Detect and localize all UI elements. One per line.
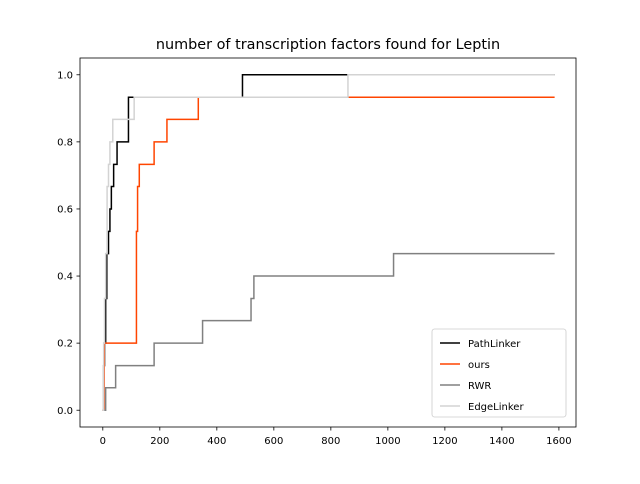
series-line-edgelinker [102, 74, 555, 411]
series-line-rwr [102, 252, 555, 411]
y-tick-label: 0.0 [57, 406, 73, 417]
y-tick-label: 0.8 [57, 137, 73, 148]
x-tick-label: 400 [207, 436, 226, 447]
axes-frame [79, 57, 577, 428]
y-tick-label: 0.4 [57, 272, 73, 283]
x-tick-label: 800 [321, 436, 340, 447]
x-tick-label: 200 [150, 436, 169, 447]
x-tick-label: 0 [100, 436, 106, 447]
x-tick-label: 1600 [546, 436, 571, 447]
y-tick-label: 0.6 [57, 205, 73, 216]
x-tick-label: 1000 [375, 436, 400, 447]
legend-label-rwr: RWR [468, 381, 491, 392]
x-tick-label: 600 [264, 436, 283, 447]
x-tick-label: 1400 [489, 436, 514, 447]
legend-label-pathlinker: PathLinker [468, 339, 521, 350]
legend-label-ours: ours [468, 360, 490, 371]
x-tick-label: 1200 [432, 436, 457, 447]
legend-label-edgelinker: EdgeLinker [468, 402, 524, 413]
chart-title: number of transcription factors found fo… [156, 37, 500, 53]
y-tick-label: 0.2 [57, 339, 73, 350]
legend-box [431, 328, 567, 418]
plot-area: 0 200 400 600 800 1000 1200 1400 1600 0.0 0.2 0.4 0.… [57, 57, 577, 447]
y-tick-label: 1.0 [57, 70, 73, 81]
